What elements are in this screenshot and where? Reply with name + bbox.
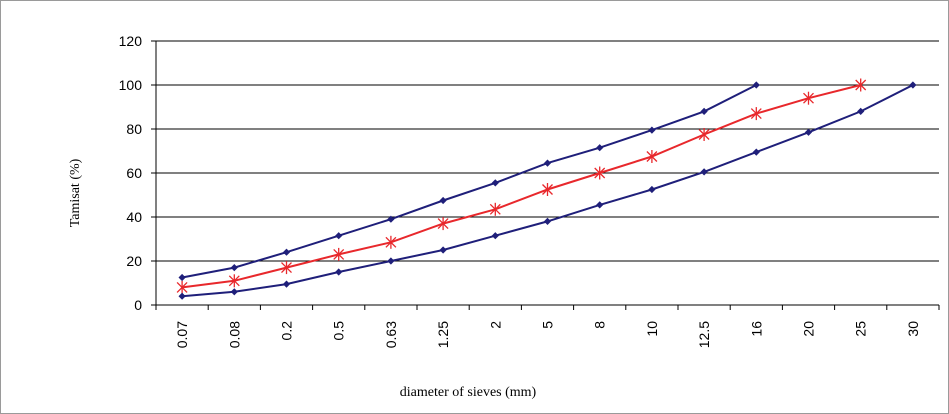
x-tick-labels: 0.07 0.08 0.2 0.5 0.63 1.25 2 5 8 10 12.5 16 20 25 30 (174, 321, 921, 348)
x-tick-label: 20 (801, 321, 817, 337)
data-point (230, 264, 238, 272)
data-point (700, 168, 708, 176)
data-point (648, 126, 656, 134)
x-tick-label: 0.2 (279, 321, 295, 341)
x-tick-label: 1.25 (435, 321, 451, 348)
data-point (439, 196, 447, 205)
axes (151, 40, 940, 310)
x-tick-label: 10 (644, 321, 660, 337)
y-tick-label: 40 (126, 209, 142, 225)
y-tick-label: 80 (126, 121, 142, 137)
data-point (439, 246, 447, 254)
data-point (387, 215, 395, 223)
data-point (700, 107, 708, 115)
x-tick-label: 5 (540, 321, 556, 329)
series-1 (178, 81, 760, 282)
data-point (698, 128, 710, 141)
series-2 (176, 78, 867, 294)
data-point (646, 150, 658, 163)
data-point (543, 159, 552, 167)
data-point (228, 274, 240, 288)
x-tick-label: 0.08 (226, 321, 242, 348)
data-point (909, 81, 917, 89)
data-point (750, 107, 762, 121)
series-group (176, 78, 917, 300)
data-point (804, 128, 813, 136)
data-point (333, 247, 345, 261)
y-tick-labels: 0 20 40 60 80 100 120 (119, 33, 143, 313)
x-tick-label: 0.07 (174, 321, 190, 348)
y-tick-label: 100 (119, 77, 143, 93)
y-tick-label: 0 (134, 297, 142, 313)
data-point (857, 107, 865, 115)
y-tick-label: 60 (126, 165, 142, 181)
x-axis-title: diameter of sieves (mm) (400, 385, 537, 400)
data-point (648, 185, 656, 194)
y-tick-label: 20 (126, 253, 142, 269)
data-point (491, 179, 499, 187)
data-point (176, 280, 188, 294)
data-point (489, 202, 501, 216)
data-point (596, 144, 604, 152)
x-tick-label: 12.5 (696, 321, 712, 348)
x-tick-label: 2 (487, 321, 503, 329)
data-point (855, 78, 867, 92)
data-point (282, 280, 291, 288)
data-point (230, 288, 238, 296)
data-point (594, 166, 606, 180)
data-point (491, 232, 499, 240)
y-axis-title: Tamisat (%) (68, 158, 83, 227)
data-point (543, 217, 552, 225)
data-point (281, 261, 292, 275)
data-point (178, 292, 186, 300)
y-tick-label: 120 (119, 33, 143, 49)
data-point (803, 91, 814, 105)
data-point (335, 268, 343, 276)
x-tick-label: 16 (748, 321, 764, 337)
data-point (437, 217, 449, 231)
data-point (178, 273, 186, 282)
x-tick-label: 0.63 (383, 321, 399, 348)
data-point (282, 248, 291, 256)
data-point (752, 81, 760, 89)
data-point (335, 232, 343, 240)
x-tick-label: 0.5 (331, 321, 347, 341)
x-tick-label: 30 (905, 321, 921, 337)
gridlines (156, 40, 939, 262)
data-point (752, 148, 760, 156)
x-tick-label: 25 (853, 321, 869, 337)
data-point (387, 257, 395, 265)
data-point (385, 235, 397, 249)
series-line (181, 84, 861, 289)
series-line (181, 84, 757, 279)
data-point (596, 201, 604, 209)
data-point (542, 183, 553, 196)
x-tick-label: 8 (592, 321, 608, 329)
series-3 (178, 81, 917, 300)
